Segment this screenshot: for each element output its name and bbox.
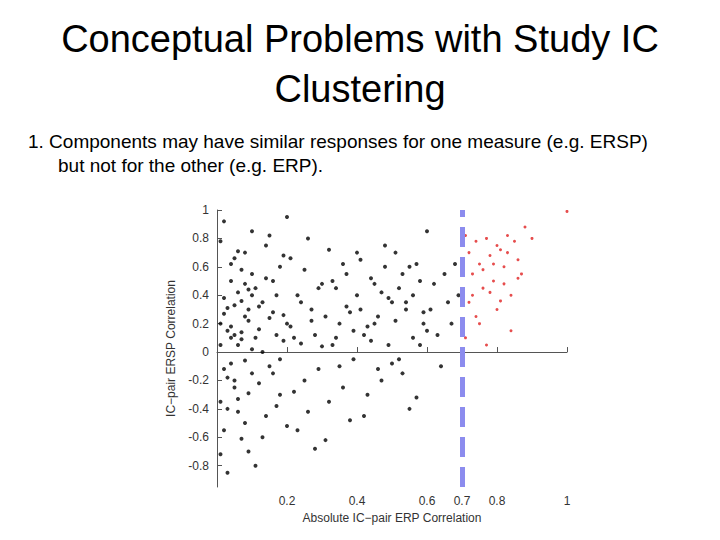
svg-text:-0.2: -0.2 [188, 373, 209, 387]
svg-text:-0.6: -0.6 [188, 430, 209, 444]
svg-text:1: 1 [564, 494, 571, 508]
html-text:1. Components may have similar: 1. Components may have similar responses… [28, 131, 648, 176]
svg-text:0.4: 0.4 [349, 494, 366, 508]
svg-text:0: 0 [202, 345, 209, 359]
svg-text:-0.8: -0.8 [188, 459, 209, 473]
svg-text:0.2: 0.2 [279, 494, 296, 508]
svg-text:IC−pair ERSP Correlation: IC−pair ERSP Correlation [164, 280, 178, 417]
svg-text:0.6: 0.6 [419, 494, 436, 508]
svg-text:1: 1 [202, 203, 209, 217]
svg-text:Absolute IC−pair ERP Correlati: Absolute IC−pair ERP Correlation [303, 511, 482, 525]
svg-text:0.2: 0.2 [192, 317, 209, 331]
html-text:Conceptual Problems with Study: Conceptual Problems with Study IC Cluste… [61, 18, 659, 110]
svg-text:0.8: 0.8 [489, 494, 506, 508]
svg-text:0.6: 0.6 [192, 260, 209, 274]
svg-text:-0.4: -0.4 [188, 402, 209, 416]
svg-text:0.4: 0.4 [192, 288, 209, 302]
svg-text:0.8: 0.8 [192, 231, 209, 245]
svg-text:0.7: 0.7 [454, 494, 471, 508]
